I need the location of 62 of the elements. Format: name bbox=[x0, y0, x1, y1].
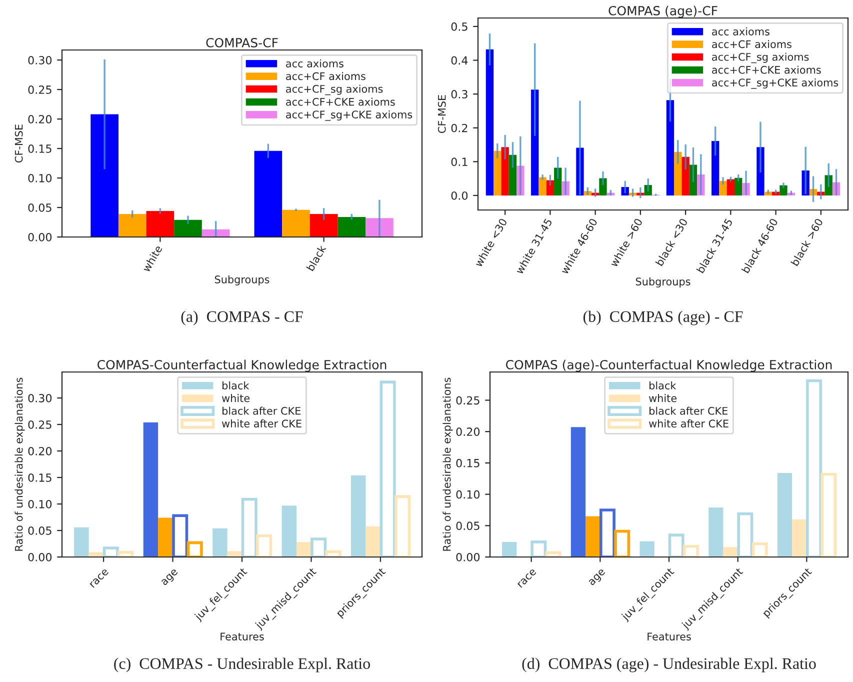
legend-label: black after CKE bbox=[650, 406, 728, 415]
y-axis-title: Ratio of undesirable explanations bbox=[442, 378, 453, 551]
x-tick-label: age bbox=[588, 568, 607, 588]
y-tick-label: 0.10 bbox=[456, 490, 480, 499]
chart-title: COMPAS (age)-CF bbox=[608, 6, 718, 18]
x-axis-title: Features bbox=[648, 632, 691, 640]
text: (b) COMPAS (age) - CF bbox=[583, 310, 743, 326]
legend-label: acc axioms bbox=[286, 59, 344, 68]
y-tick-label: 0.20 bbox=[28, 446, 52, 456]
chart-title: COMPAS-Counterfactual Knowledge Extraction bbox=[98, 360, 386, 372]
y-axis-title: Ratio of undesirable explanations bbox=[14, 378, 25, 551]
y-tick-label: 0.1 bbox=[451, 158, 468, 166]
y-tick-label: 0.20 bbox=[456, 428, 480, 436]
x-axis-title: Subgroups bbox=[214, 275, 270, 286]
chart-title: COMPAS-CF bbox=[206, 38, 278, 48]
y-tick-label: 0.15 bbox=[456, 458, 480, 468]
y-tick-label: 0.15 bbox=[28, 473, 52, 482]
legend-label: black after CKE bbox=[222, 406, 300, 415]
legend-label: acc+CF_sg axioms bbox=[286, 84, 383, 96]
text: (d) COMPAS (age) - Undesirable Expl. Ratio bbox=[522, 658, 816, 672]
legend-label: acc+CF+CKE axioms bbox=[712, 66, 821, 74]
x-tick-label: age bbox=[160, 568, 180, 588]
y-tick-label: 0.10 bbox=[28, 174, 52, 182]
y-tick-label: 0.00 bbox=[28, 552, 52, 562]
y-tick-label: 0.25 bbox=[456, 396, 480, 405]
y-tick-label: 0.25 bbox=[28, 86, 52, 94]
legend-label: acc+CF_sg+CKE axioms bbox=[712, 78, 838, 89]
legend-label: white bbox=[649, 394, 677, 402]
legend-label: white after CKE bbox=[222, 419, 302, 428]
legend-label: acc+CF+CKE axioms bbox=[286, 98, 395, 106]
legend-label: white bbox=[222, 394, 250, 402]
y-tick-label: 0.00 bbox=[28, 232, 52, 242]
legend-label: white after CKE bbox=[649, 419, 728, 428]
legend-label: acc+CF axioms bbox=[286, 72, 366, 80]
x-axis-title: Features bbox=[220, 632, 264, 640]
chart-title: COMPAS (age)-Counterfactual Knowledge Extraction bbox=[506, 360, 832, 372]
y-axis-title: CF-MSE bbox=[14, 124, 23, 163]
y-tick-label: 0.0 bbox=[451, 191, 468, 200]
y-tick-label: 0.05 bbox=[456, 522, 480, 530]
y-tick-label: 0.30 bbox=[28, 56, 52, 64]
y-tick-label: 0.25 bbox=[28, 420, 52, 429]
x-axis-title: Subgroups bbox=[636, 277, 690, 288]
legend-label: black bbox=[650, 381, 676, 390]
y-axis-title: CF-MSE bbox=[438, 95, 446, 134]
legend-label: acc+CF_sg axioms bbox=[712, 52, 809, 64]
y-tick-label: 0.3 bbox=[451, 90, 468, 98]
y-tick-label: 0.5 bbox=[451, 22, 468, 31]
legend-label: black bbox=[222, 381, 250, 390]
y-tick-label: 0.4 bbox=[451, 56, 468, 65]
y-tick-label: 0.15 bbox=[28, 144, 52, 153]
legend-label: acc axioms bbox=[712, 27, 770, 36]
legend-label: acc+CF_sg+CKE axioms bbox=[286, 110, 412, 121]
text: (a) COMPAS - CF bbox=[181, 310, 303, 326]
y-tick-label: 0.2 bbox=[451, 124, 468, 132]
y-tick-label: 0.05 bbox=[28, 526, 52, 535]
y-tick-label: 0.20 bbox=[28, 114, 52, 124]
y-tick-label: 0.30 bbox=[28, 394, 52, 402]
y-tick-label: 0.00 bbox=[456, 552, 480, 562]
y-tick-label: 0.10 bbox=[28, 500, 52, 508]
legend-label: acc+CF axioms bbox=[712, 40, 792, 48]
y-tick-label: 0.05 bbox=[28, 203, 52, 212]
text: (c) COMPAS - Undesirable Expl. Ratio bbox=[114, 658, 370, 672]
